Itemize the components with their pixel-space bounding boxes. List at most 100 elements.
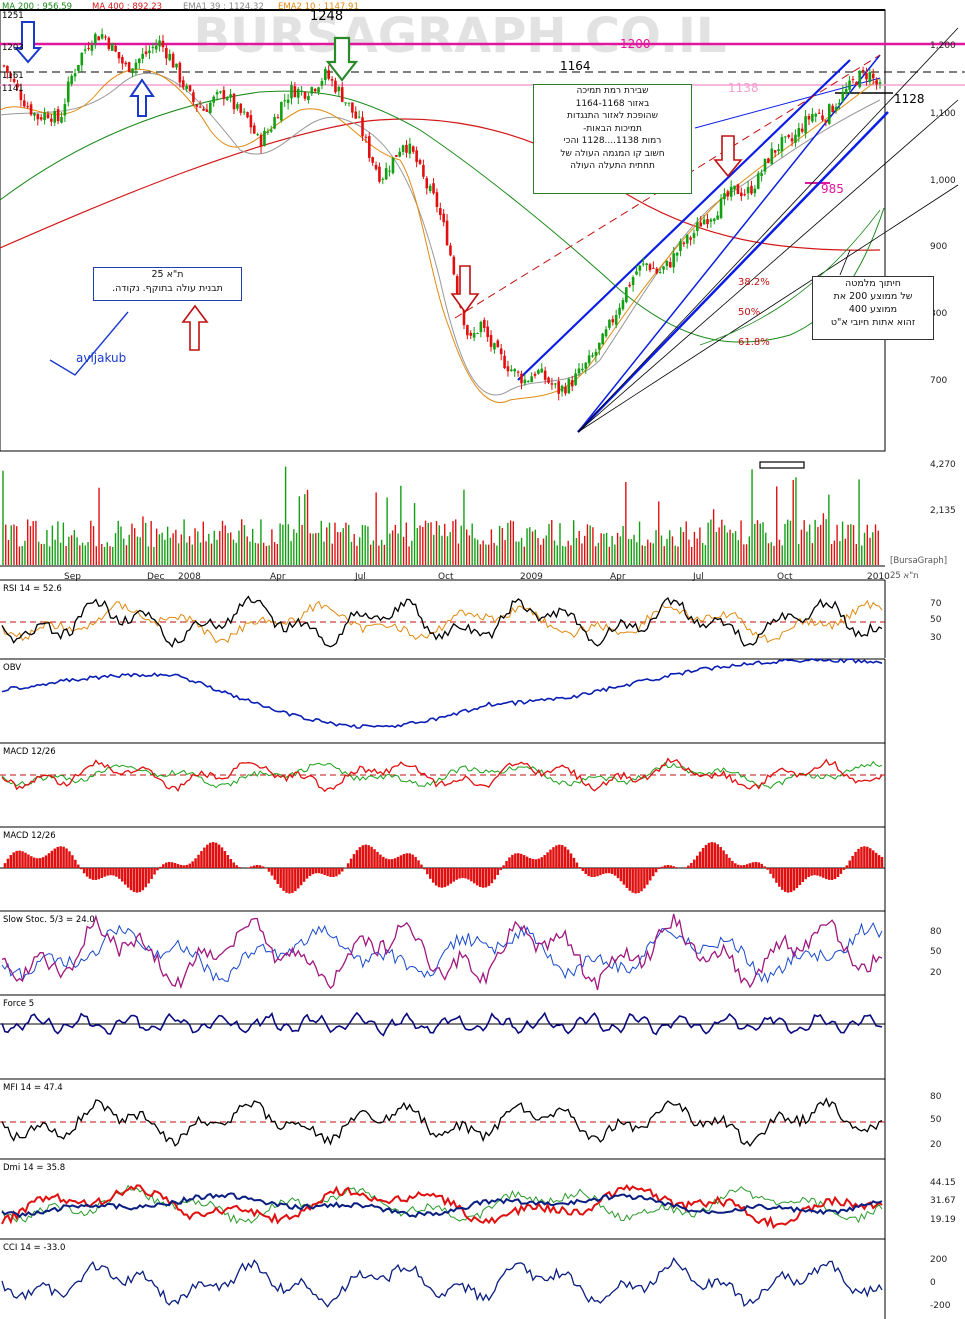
- candle-body: [564, 386, 567, 394]
- candle-body: [756, 173, 760, 189]
- x-tick-2008: 2008: [178, 572, 201, 582]
- candle-body: [432, 183, 435, 194]
- panel-tick: 70: [930, 599, 942, 609]
- candle-body: [723, 193, 726, 200]
- candles-group: [2, 28, 882, 401]
- candle-body: [148, 50, 151, 53]
- ema10-legend: EMA2 10 : 1147.91: [278, 2, 359, 12]
- candle-body: [415, 150, 418, 163]
- price-panel-frame: [0, 9, 886, 452]
- fib-382-label: 38.2%: [738, 277, 770, 288]
- candle-body: [706, 219, 709, 225]
- candle-body: [831, 105, 834, 113]
- candle-body: [577, 368, 581, 374]
- candle-body: [750, 185, 753, 194]
- candle-body: [33, 113, 36, 116]
- panel-title: Force 5: [3, 999, 34, 1009]
- candle-body: [669, 261, 672, 268]
- candle-body: [773, 150, 777, 153]
- ema39-line: [0, 72, 881, 396]
- candle-body: [790, 138, 794, 142]
- candle-body: [293, 86, 297, 98]
- candle-body: [110, 43, 114, 51]
- ema10-line: [0, 68, 881, 403]
- candle-body: [746, 187, 750, 194]
- candle-body: [824, 120, 828, 123]
- candle-body: [178, 62, 182, 83]
- candle-body: [560, 385, 564, 392]
- candle-body: [462, 309, 466, 326]
- note-top-line-6: חשוב קו המגמה העולה של: [560, 148, 665, 159]
- candle-body: [821, 115, 824, 120]
- candle-body: [526, 380, 530, 382]
- candle-body: [77, 64, 80, 71]
- candle-body: [513, 369, 517, 372]
- candle-body: [628, 284, 632, 287]
- candle-body: [357, 116, 361, 118]
- candle-body: [80, 52, 84, 66]
- candle-body: [827, 104, 831, 124]
- candle-body: [219, 91, 222, 93]
- note-top-line-3: שהופכת לאזור התנגדות: [567, 111, 658, 121]
- candle-body: [753, 188, 757, 194]
- candle-body: [503, 355, 506, 369]
- indicator-line: [1, 1257, 883, 1308]
- candle-body: [398, 151, 402, 157]
- candle-body: [858, 70, 862, 88]
- candle-body: [334, 80, 337, 93]
- candle-body: [256, 134, 259, 136]
- note-right: חיתוך מלמטה של ממוצע 200 את ממוצע 400 זה…: [812, 276, 934, 340]
- candle-body: [611, 319, 615, 323]
- ma400-legend: MA 400 : 892.23: [92, 2, 162, 12]
- candle-body: [540, 368, 544, 373]
- candle-body: [547, 377, 550, 383]
- x-tick-oct-08: Oct: [438, 572, 454, 582]
- candle-body: [635, 271, 638, 275]
- candle-body: [682, 242, 686, 245]
- candle-body: [19, 89, 23, 101]
- candle-body: [127, 62, 131, 73]
- candle-body: [699, 222, 703, 227]
- candle-body: [641, 263, 645, 265]
- candle-body: [246, 112, 249, 118]
- candle-body: [280, 102, 283, 121]
- down-arrow-icon: [13, 21, 43, 64]
- candle-body: [337, 86, 341, 92]
- ma200-line: [0, 118, 881, 251]
- down-arrow-green-icon: [325, 36, 359, 82]
- candle-body: [388, 170, 391, 172]
- candle-body: [770, 148, 774, 165]
- note-right-line-2: של ממוצע 200 את: [833, 291, 913, 302]
- candle-body: [439, 208, 442, 215]
- candle-body: [675, 252, 679, 256]
- candle-body: [371, 157, 374, 163]
- note-top-line-4: תמיכות הבאות-: [583, 123, 642, 134]
- candle-body: [496, 340, 500, 348]
- dmi-plus-line: [1, 1184, 883, 1225]
- panel-tick: 30: [930, 633, 942, 643]
- x-tick-dec: Dec: [147, 572, 164, 582]
- candle-body: [242, 111, 246, 113]
- candle-body: [134, 62, 138, 70]
- candle-body: [259, 134, 263, 147]
- candle-body: [510, 369, 513, 372]
- panel-tick: 20: [930, 1140, 942, 1150]
- left-1141-label: 1141: [2, 84, 24, 94]
- vol-tick-2135: 2,135: [930, 506, 956, 516]
- x-tick-2010: 2010: [867, 572, 890, 582]
- level-1200-label: 1200: [620, 37, 651, 51]
- candle-body: [266, 131, 270, 133]
- candle-body: [225, 98, 229, 100]
- candle-body: [804, 116, 807, 134]
- ma400-line: [0, 90, 885, 343]
- panel-tick: 19.19: [930, 1215, 956, 1225]
- candle-body: [97, 36, 101, 41]
- candle-body: [726, 191, 730, 197]
- candle-body: [428, 185, 432, 192]
- x-axis-labels: Sep Dec 2008 Apr Jul Oct 2009 Apr Jul Oc…: [64, 572, 890, 582]
- candle-body: [202, 108, 205, 111]
- candle-body: [303, 91, 307, 99]
- candle-body: [466, 325, 469, 336]
- candle-body: [530, 376, 533, 383]
- note-right-line-3: ממוצע 400: [848, 304, 898, 315]
